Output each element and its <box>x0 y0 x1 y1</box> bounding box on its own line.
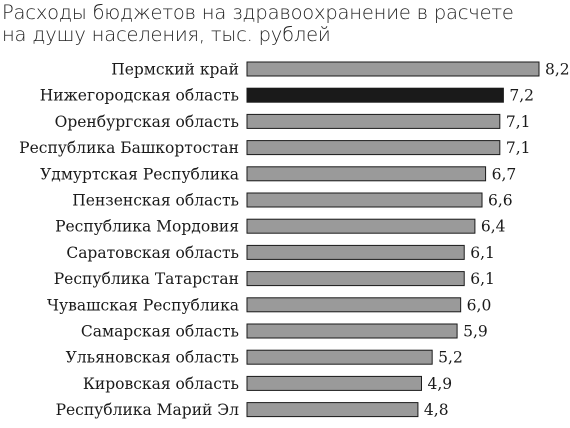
category-label: Республика Башкортостан <box>19 139 239 157</box>
bar <box>246 113 501 129</box>
value-label: 6,4 <box>481 218 506 236</box>
value-label: 6,0 <box>467 296 492 314</box>
value-label: 6,7 <box>492 165 517 183</box>
chart-title-line-1: Расходы бюджетов на здравоохранение в ра… <box>2 1 514 24</box>
value-label: 8,2 <box>545 61 570 79</box>
category-label: Республика Татарстан <box>54 270 239 288</box>
chart-title: Расходы бюджетов на здравоохранение в ра… <box>2 2 568 46</box>
bar <box>246 297 462 313</box>
value-label: 6,1 <box>470 244 495 262</box>
bar-row: Ульяновская область 5,2 <box>66 349 463 367</box>
value-label: 6,1 <box>470 270 495 288</box>
bar <box>246 244 465 260</box>
value-label: 6,6 <box>488 192 513 210</box>
bar-row: Пензенская область 6,6 <box>72 192 512 210</box>
bar <box>246 375 422 391</box>
bar <box>246 402 419 418</box>
category-label: Пермский край <box>111 61 239 79</box>
value-label: 4,8 <box>424 401 449 419</box>
bar-highlighted <box>246 87 504 103</box>
bar-row: Республика Марий Эл 4,8 <box>56 401 449 419</box>
value-label: 7,1 <box>506 139 531 157</box>
bar-row: Республика Татарстан 6,1 <box>54 270 495 288</box>
category-label: Кировская область <box>83 375 239 393</box>
value-label: 5,2 <box>438 349 463 367</box>
category-label: Оренбургская область <box>55 113 239 131</box>
category-label: Нижегородская область <box>40 87 239 105</box>
category-label: Республика Мордовия <box>55 218 239 236</box>
category-label: Чувашская Республика <box>47 296 239 314</box>
bar-row: Кировская область 4,9 <box>83 375 452 393</box>
bar-row: Саратовская область 6,1 <box>66 244 495 262</box>
category-label: Самарская область <box>81 323 239 341</box>
bar-row: Самарская область 5,9 <box>81 323 488 341</box>
bar <box>246 323 458 339</box>
value-label: 7,1 <box>506 113 531 131</box>
chart-title-line-2: на душу населения, тыс. рублей <box>2 23 331 46</box>
value-label: 4,9 <box>427 375 452 393</box>
category-label: Саратовская область <box>66 244 239 262</box>
bar-row: Пермский край 8,2 <box>111 61 569 79</box>
bar-group: Пермский край 8,2 Нижегородская область 7,2… <box>19 61 569 420</box>
category-label: Республика Марий Эл <box>56 401 240 419</box>
bar <box>246 218 476 234</box>
bar <box>246 271 465 287</box>
bar-row: Чувашская Республика 6,0 <box>47 296 491 314</box>
bar-row: Нижегородская область 7,2 <box>40 87 534 105</box>
bar-row: Республика Башкортостан 7,1 <box>19 139 530 157</box>
bar <box>246 140 501 156</box>
value-label: 5,9 <box>463 323 488 341</box>
bar <box>246 166 487 182</box>
category-label: Ульяновская область <box>66 349 239 367</box>
value-label: 7,2 <box>509 87 534 105</box>
bar <box>246 192 483 208</box>
bar <box>246 349 433 365</box>
bar-row: Удмуртская Республика 6,7 <box>40 165 516 183</box>
bar <box>246 61 540 77</box>
category-label: Пензенская область <box>72 192 239 210</box>
bar-row: Республика Мордовия 6,4 <box>55 218 506 236</box>
category-label: Удмуртская Республика <box>40 165 239 183</box>
bar-row: Оренбургская область 7,1 <box>55 113 531 131</box>
